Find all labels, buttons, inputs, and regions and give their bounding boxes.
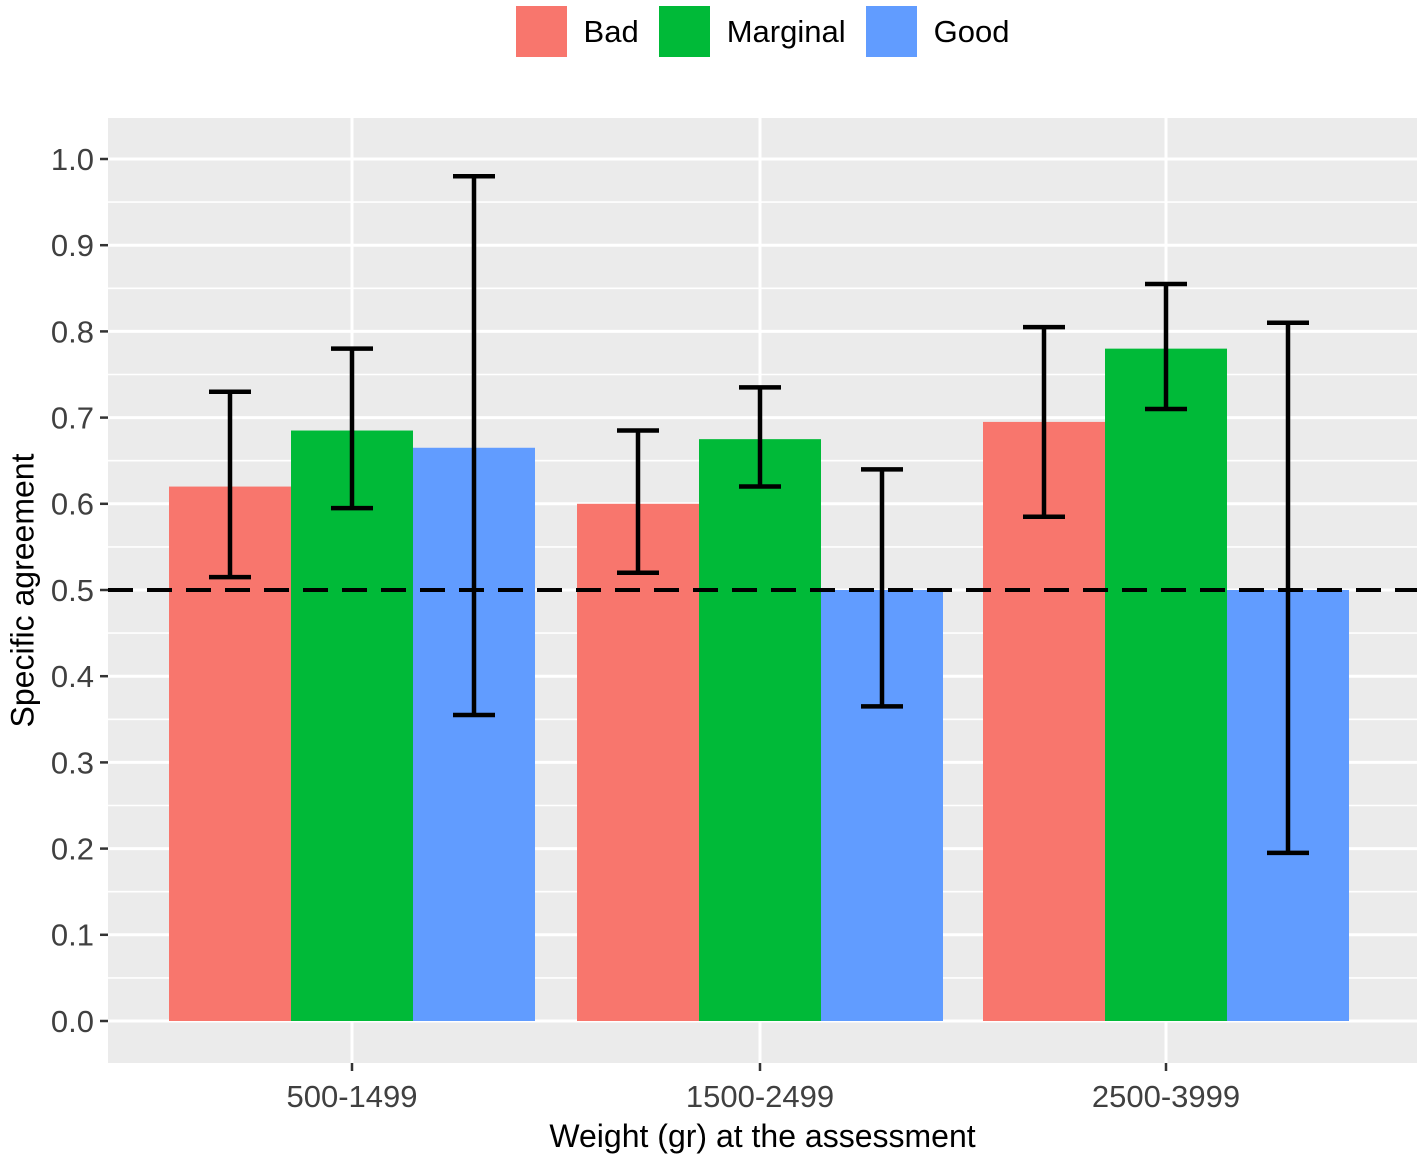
y-tick-label-0.3: 0.3 [51, 745, 94, 780]
x-tick-label-500-1499: 500-1499 [286, 1079, 417, 1114]
legend: Bad Marginal Good [108, 2, 1417, 60]
legend-swatch-good [865, 5, 917, 57]
bar-marginal-500-1499 [291, 430, 413, 1021]
legend-label-marginal: Marginal [726, 13, 846, 49]
x-tick-label-2500-3999: 2500-3999 [1092, 1079, 1240, 1114]
y-tick-label-0.0: 0.0 [51, 1004, 94, 1039]
x-axis-title: Weight (gr) at the assessment [549, 1118, 976, 1154]
y-tick-label-0.7: 0.7 [51, 400, 94, 435]
bar-bad-2500-3999 [983, 421, 1105, 1021]
y-tick-label-0.6: 0.6 [51, 487, 94, 522]
legend-item-good: Good [865, 5, 1010, 57]
y-tick-label-1.0: 1.0 [51, 142, 94, 177]
bar-marginal-1500-2499 [699, 439, 821, 1021]
y-tick-label-0.1: 0.1 [51, 918, 94, 953]
legend-swatch-bad [515, 5, 567, 57]
legend-swatch-marginal [658, 5, 710, 57]
x-tick-label-1500-2499: 1500-2499 [686, 1079, 834, 1114]
y-tick-label-0.9: 0.9 [51, 228, 94, 263]
y-tick-label-0.5: 0.5 [51, 573, 94, 608]
legend-item-marginal: Marginal [658, 5, 846, 57]
bar-bad-1500-2499 [577, 503, 699, 1021]
y-tick-label-0.8: 0.8 [51, 314, 94, 349]
y-tick-label-0.4: 0.4 [51, 659, 94, 694]
legend-item-bad: Bad [515, 5, 639, 57]
bar-marginal-2500-3999 [1105, 348, 1227, 1021]
legend-label-bad: Bad [583, 13, 639, 49]
legend-label-good: Good [933, 13, 1010, 49]
y-tick-label-0.2: 0.2 [51, 831, 94, 866]
y-axis-title: Specific agreement [4, 453, 41, 727]
